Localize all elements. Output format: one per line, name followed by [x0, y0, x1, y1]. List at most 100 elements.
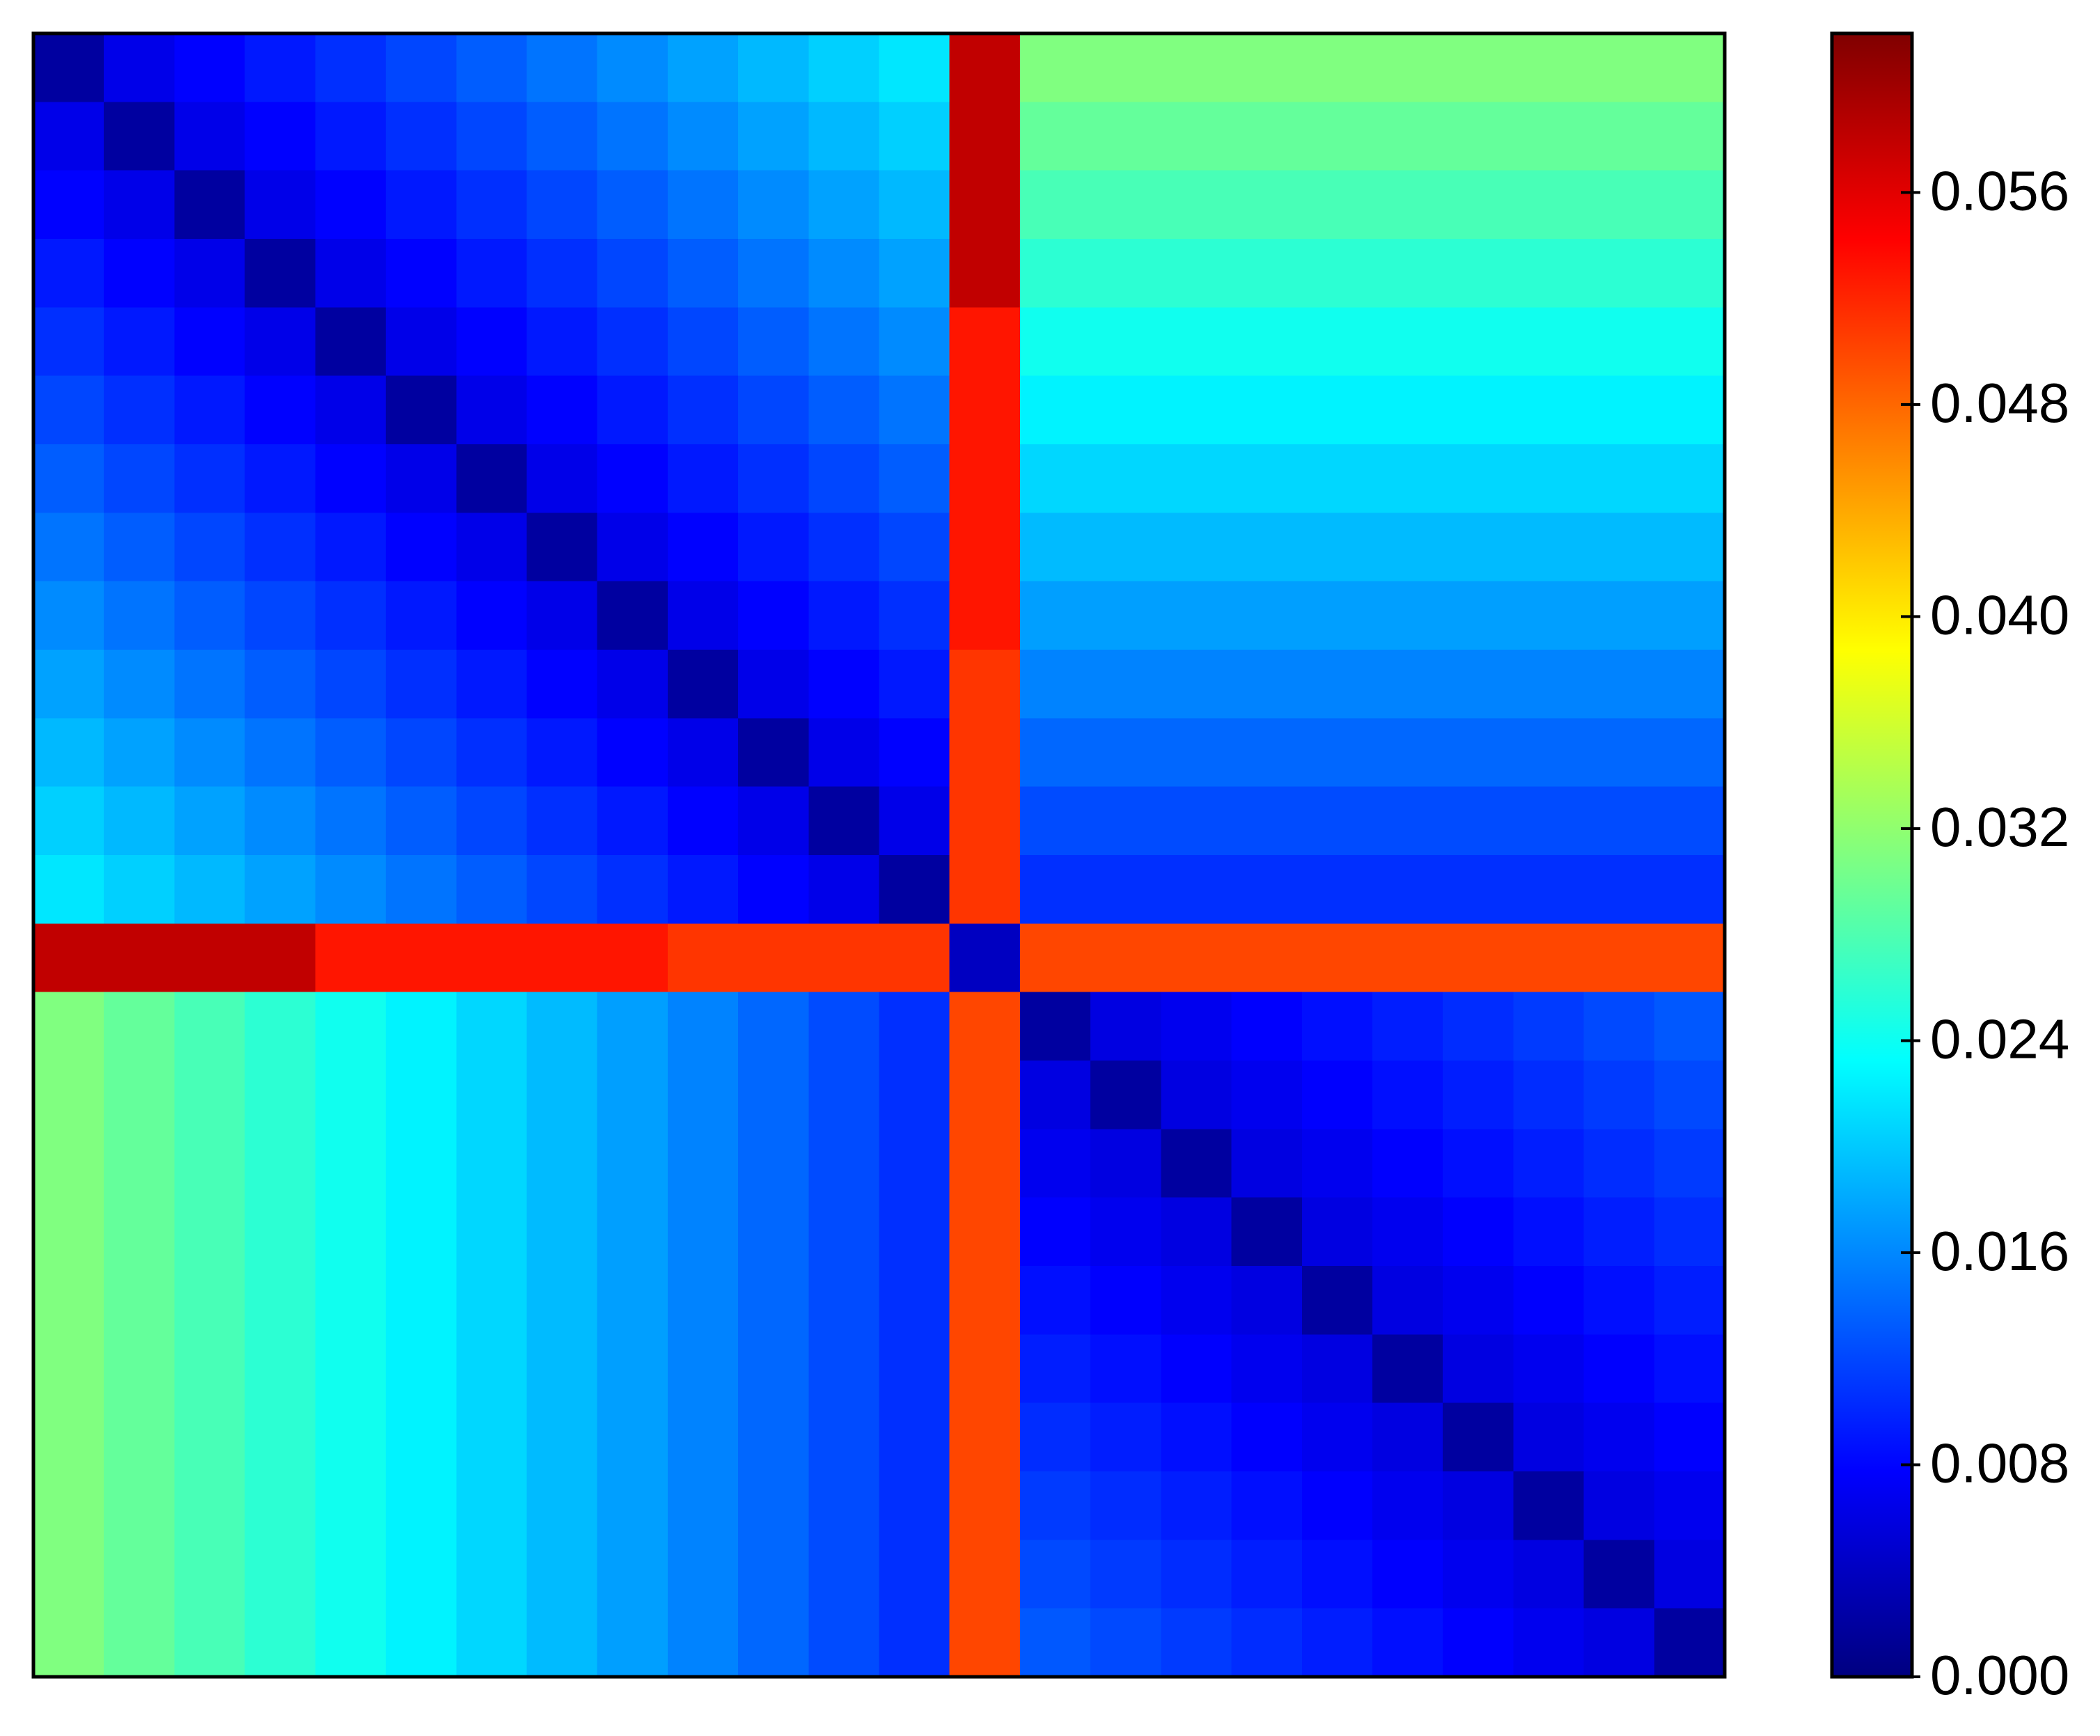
cell [738, 1471, 809, 1540]
cell [174, 718, 246, 788]
cell [33, 375, 104, 445]
cell [1372, 170, 1443, 240]
cell [104, 1266, 175, 1335]
cell [526, 444, 598, 513]
cell [597, 718, 668, 788]
cell [1301, 581, 1373, 650]
cell [1161, 581, 1232, 650]
cell [1372, 1129, 1443, 1198]
cell [244, 1608, 316, 1678]
colorbar-tick-label: 0.016 [1930, 1220, 2069, 1282]
cell [597, 1061, 668, 1129]
cell [1161, 33, 1232, 102]
cell [1231, 992, 1303, 1061]
cell [1019, 992, 1091, 1061]
cell [1231, 444, 1303, 513]
cell [879, 650, 950, 719]
cell [1231, 786, 1303, 856]
cell [1583, 786, 1655, 856]
cell [244, 1129, 316, 1198]
cell [738, 718, 809, 788]
cell [386, 581, 457, 650]
cell [667, 1608, 739, 1678]
cell [949, 33, 1021, 102]
cell [1231, 1061, 1303, 1129]
cell [1372, 923, 1443, 993]
cell [597, 1334, 668, 1404]
cell [738, 375, 809, 445]
cell [1513, 1540, 1585, 1609]
cell [1372, 307, 1443, 377]
cell [315, 239, 386, 308]
cell [1654, 307, 1725, 377]
cell [386, 855, 457, 924]
cell [597, 1608, 668, 1678]
cell [1654, 1061, 1725, 1129]
cell [1654, 1402, 1725, 1472]
cell [1301, 1197, 1373, 1267]
cell [456, 170, 527, 240]
cell [174, 102, 246, 171]
cell [1443, 581, 1514, 650]
cell [104, 923, 175, 993]
cell [738, 1197, 809, 1267]
cell [386, 1608, 457, 1678]
cell [526, 1129, 598, 1198]
cell [456, 992, 527, 1061]
cell [1443, 513, 1514, 582]
cell [597, 33, 668, 102]
cell [879, 1061, 950, 1129]
cell [1513, 1061, 1585, 1129]
cell [1443, 307, 1514, 377]
cell [1372, 33, 1443, 102]
cell [104, 718, 175, 788]
cell [1583, 1061, 1655, 1129]
cell [104, 239, 175, 308]
cell [1301, 513, 1373, 582]
cell [1513, 1402, 1585, 1472]
cell [33, 1471, 104, 1540]
cell [738, 1402, 809, 1472]
cell [244, 855, 316, 924]
cell [1301, 444, 1373, 513]
cell [1161, 444, 1232, 513]
cell [1161, 718, 1232, 788]
colorbar [1830, 31, 1914, 1679]
cell [1513, 650, 1585, 719]
cell [104, 1061, 175, 1129]
cell [667, 307, 739, 377]
cell [33, 1402, 104, 1472]
cell [808, 444, 879, 513]
cell [244, 33, 316, 102]
cell [1513, 1129, 1585, 1198]
cell [949, 1608, 1021, 1678]
cell [738, 1061, 809, 1129]
cell [1019, 307, 1091, 377]
cell [33, 1608, 104, 1678]
cell [879, 1471, 950, 1540]
cell [1583, 1402, 1655, 1472]
cell [597, 375, 668, 445]
cell [1654, 375, 1725, 445]
cell [1583, 1334, 1655, 1404]
cell [174, 513, 246, 582]
cell [667, 992, 739, 1061]
cell [174, 375, 246, 445]
cell [1161, 170, 1232, 240]
cell [386, 718, 457, 788]
cell [104, 1334, 175, 1404]
cell [1161, 239, 1232, 308]
cell [315, 1608, 386, 1678]
cell [949, 239, 1021, 308]
cell [1513, 992, 1585, 1061]
cell [526, 718, 598, 788]
cell [244, 1334, 316, 1404]
cell [1583, 102, 1655, 171]
cell [597, 513, 668, 582]
cell [1513, 786, 1585, 856]
cell [1231, 33, 1303, 102]
cell [386, 1540, 457, 1609]
cell [879, 718, 950, 788]
cell [1090, 992, 1161, 1061]
